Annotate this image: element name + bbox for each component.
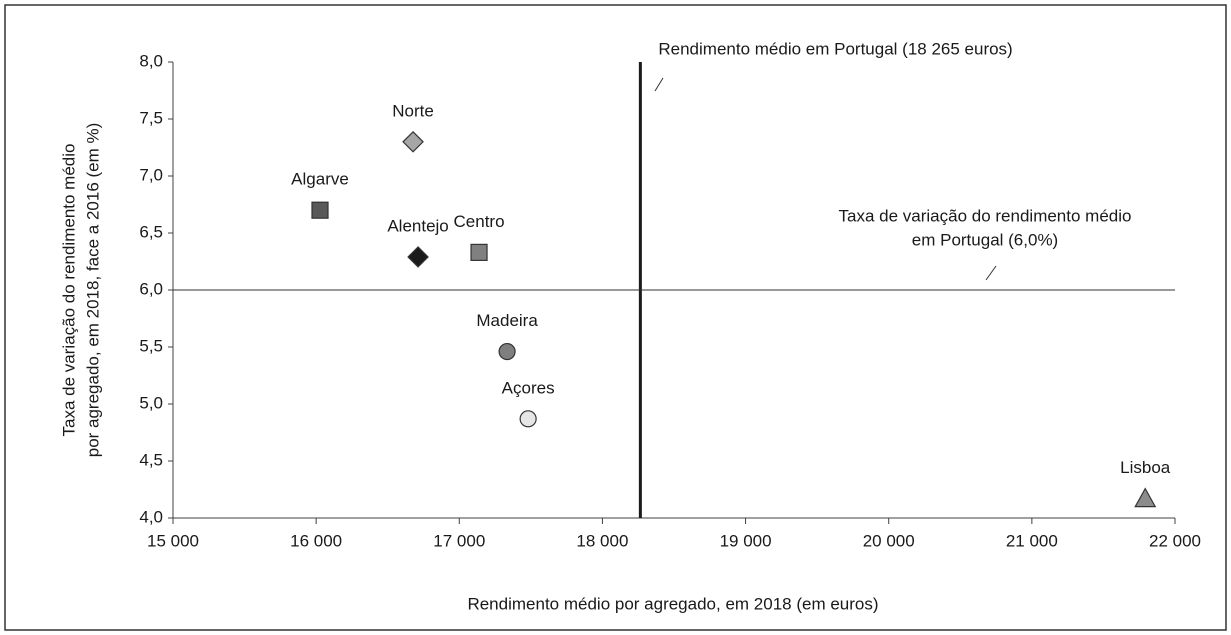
- y-axis-label-line: por agregado, em 2018, face a 2016 (em %…: [83, 123, 102, 458]
- point-label: Norte: [392, 101, 434, 120]
- y-axis-label-line: Taxa de variação do rendimento médio: [59, 144, 78, 437]
- point-label: Algarve: [291, 170, 349, 189]
- reference-label: em Portugal (6,0%): [912, 230, 1058, 249]
- x-tick-label: 17 000: [433, 531, 485, 550]
- x-tick-label: 18 000: [576, 531, 628, 550]
- chart-frame: [4, 4, 1227, 631]
- y-tick-label: 4,0: [139, 507, 163, 526]
- point: [402, 130, 424, 153]
- x-tick-label: 22 000: [1149, 531, 1201, 550]
- point-label: Lisboa: [1120, 458, 1171, 477]
- y-tick-label: 6,0: [139, 279, 163, 298]
- y-axis-label: Taxa de variação do rendimento médio por…: [59, 123, 102, 458]
- point-label: Açores: [502, 378, 555, 397]
- y-tick-label: 8,0: [139, 51, 163, 70]
- x-axis-label: Rendimento médio por agregado, em 2018 (…: [467, 594, 878, 613]
- reference-label: Taxa de variação do rendimento médio: [839, 206, 1132, 225]
- annotation-arrow: [654, 77, 664, 92]
- y-tick-label: 4,5: [139, 450, 163, 469]
- y-tick-label: 7,5: [139, 108, 163, 127]
- x-tick-label: 15 000: [147, 531, 199, 550]
- point: [470, 243, 488, 261]
- y-tick-label: 5,5: [139, 336, 163, 355]
- point: [311, 201, 329, 219]
- annotation-arrow: [985, 265, 997, 281]
- reference-label: Rendimento médio em Portugal (18 265 eur…: [658, 39, 1012, 58]
- point-label: Madeira: [476, 311, 538, 330]
- y-tick-label: 5,0: [139, 393, 163, 412]
- point: [498, 342, 516, 361]
- x-tick-label: 21 000: [1006, 531, 1058, 550]
- point-label: Alentejo: [387, 216, 448, 235]
- point: [1134, 487, 1157, 508]
- point: [519, 410, 537, 428]
- x-tick-label: 16 000: [290, 531, 342, 550]
- y-tick-label: 7,0: [139, 165, 163, 184]
- point-label: Centro: [454, 212, 505, 231]
- point: [407, 246, 429, 268]
- x-tick-label: 20 000: [863, 531, 915, 550]
- x-tick-label: 19 000: [720, 531, 772, 550]
- y-tick-label: 6,5: [139, 222, 163, 241]
